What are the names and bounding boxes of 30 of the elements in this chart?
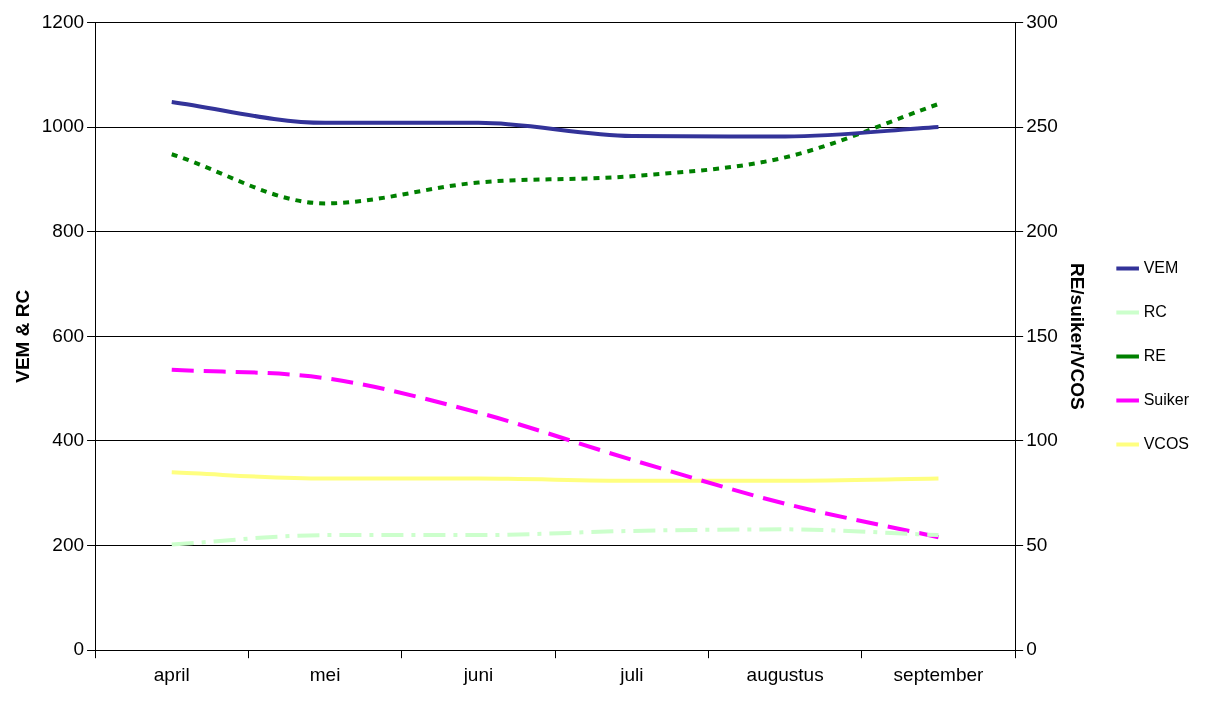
y2-tick-label: 250	[1026, 115, 1058, 137]
x-tick-label: mei	[309, 663, 341, 685]
y-tick-label: 200	[52, 533, 85, 555]
y-tick-label: 1000	[41, 115, 85, 137]
y2-tick-label: 200	[1026, 219, 1058, 241]
line-series	[169, 527, 941, 547]
x-tick-label: augustus	[746, 663, 824, 685]
y-tick-label: 400	[52, 429, 85, 451]
y2-axis-title: RE/suiker/VCOS	[1067, 262, 1089, 410]
x-tick-label: september	[893, 663, 985, 685]
legend-label: RC	[1143, 302, 1167, 320]
legend-label: VCOS	[1143, 434, 1189, 452]
line-series	[169, 99, 941, 139]
y2-tick-label: 150	[1026, 324, 1058, 346]
x-tick-label: juli	[619, 663, 644, 685]
y-axis-title: VEM & RC	[11, 289, 33, 383]
y-tick-label: 1200	[41, 10, 85, 32]
y2-tick-label: 100	[1026, 429, 1058, 451]
y2-tick-label: 300	[1026, 10, 1058, 32]
y-tick-label: 0	[73, 638, 85, 660]
legend-label: VEM	[1143, 258, 1179, 276]
legend-label: RE	[1143, 346, 1166, 364]
y-tick-label: 800	[52, 219, 85, 241]
legend-label: Suiker	[1143, 390, 1190, 408]
x-tick-label: april	[153, 663, 190, 685]
y-tick-label: 600	[52, 324, 85, 346]
y2-tick-label: 50	[1026, 533, 1048, 555]
x-tick-label: juni	[462, 663, 494, 685]
line-series	[169, 367, 941, 540]
y2-tick-label: 0	[1026, 638, 1037, 660]
